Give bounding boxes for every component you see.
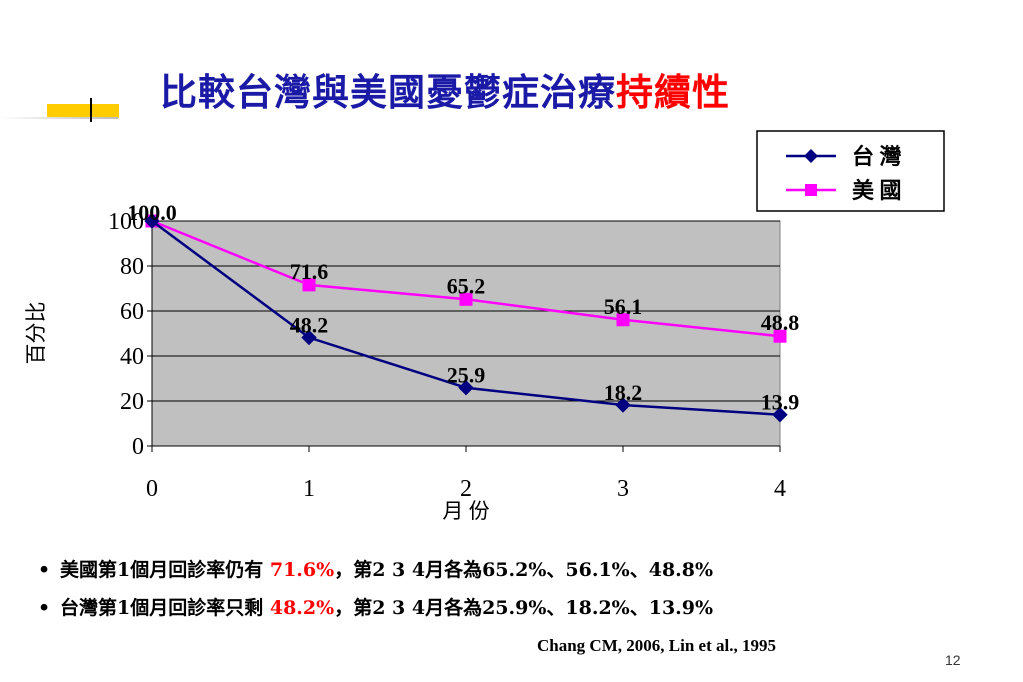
bullet-highlight: 71.6% — [269, 559, 335, 581]
data-point — [615, 397, 631, 413]
legend: 台 灣美 國 — [756, 130, 945, 212]
title-accent-line — [0, 117, 118, 119]
bullet-list: • 美國第1個月回診率仍有 71.6%，第2 3 4月各為65.2%、56.1%、… — [38, 555, 713, 631]
y-tick-label: 100 — [108, 209, 144, 235]
data-point — [301, 329, 317, 346]
data-label: 56.1 — [604, 294, 643, 319]
citation: Chang CM, 2006, Lin et al., 1995 — [537, 636, 776, 655]
plot-area — [151, 220, 781, 447]
data-label: 18.2 — [604, 380, 643, 405]
y-tick-label: 0 — [132, 434, 144, 460]
data-point — [302, 278, 316, 292]
x-tick-label: 1 — [303, 476, 315, 502]
title-accent-bar — [47, 104, 119, 118]
slide-title-highlight: 持續性 — [616, 70, 730, 114]
bullet-marker: • — [38, 559, 51, 581]
data-point — [458, 380, 474, 396]
series-group — [144, 213, 788, 423]
line-chart: 0 20 40 60 80 100 0 1 2 3 4 100.0 48.2 25.9 18.2 13.9 7… — [24, 130, 945, 523]
data-labels: 100.0 48.2 25.9 18.2 13.9 71.6 65.2 56.1 48.8 — [127, 200, 799, 415]
y-tick-label: 60 — [120, 299, 144, 325]
page-number: 12 — [945, 652, 961, 668]
x-tick-label: 2 — [460, 476, 472, 502]
bullet-text: 台灣第1個月回診率只剩 — [60, 597, 270, 619]
bullet-text: 美國第1個月回診率仍有 — [60, 559, 270, 581]
y-axis-title: 百分比 — [24, 302, 48, 365]
x-axis-title: 月 份 — [442, 499, 489, 523]
data-label: 48.2 — [290, 313, 329, 338]
data-point — [616, 313, 630, 327]
x-tick-label: 3 — [617, 476, 629, 502]
slide-title-main: 比較台灣與美國憂鬱症治療 — [160, 70, 616, 114]
data-label: 13.9 — [761, 390, 800, 415]
bullet-item: • 美國第1個月回診率仍有 71.6%，第2 3 4月各為65.2%、56.1%、… — [38, 555, 713, 593]
legend-label: 台 灣 — [852, 144, 902, 169]
bullet-marker: • — [38, 597, 51, 619]
data-point — [144, 213, 160, 229]
y-tick-label: 20 — [120, 389, 144, 415]
bullet-highlight: 48.2% — [269, 597, 335, 619]
title-accent-tick — [90, 98, 92, 122]
data-label: 25.9 — [447, 363, 486, 388]
x-tick-label: 4 — [774, 476, 786, 502]
gridlines — [152, 220, 780, 402]
data-label: 71.6 — [290, 259, 329, 284]
data-label: 65.2 — [447, 273, 486, 298]
y-tick-label: 80 — [120, 254, 144, 280]
data-label: 100.0 — [127, 200, 177, 225]
data-point — [773, 329, 787, 343]
bullet-text-rest: ，第2 3 4月各為25.9%、18.2%、13.9% — [334, 597, 714, 619]
legend-marker — [804, 149, 818, 163]
bullet-item: • 台灣第1個月回診率只剩 48.2%，第2 3 4月各為25.9%、18.2%、… — [38, 593, 713, 631]
bullet-text-rest: ，第2 3 4月各為65.2%、56.1%、48.8% — [334, 559, 714, 581]
axes: 0 20 40 60 80 100 0 1 2 3 4 — [108, 209, 786, 502]
y-tick-label: 40 — [120, 344, 144, 370]
legend-label: 美 國 — [852, 178, 902, 203]
data-point — [772, 407, 788, 423]
legend-marker — [805, 184, 817, 196]
legend-box — [756, 130, 945, 212]
data-point — [459, 292, 473, 306]
slide-title: 比較台灣與美國憂鬱症治療持續性 — [160, 62, 730, 116]
data-label: 48.8 — [761, 310, 800, 335]
x-tick-label: 0 — [146, 476, 158, 502]
